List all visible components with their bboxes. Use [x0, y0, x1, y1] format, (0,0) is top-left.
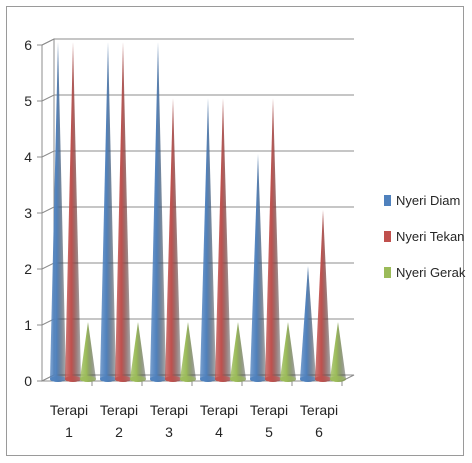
y-tick-label: 1 [24, 317, 32, 333]
x-category-label: Terapi 2 [100, 402, 138, 440]
cone-nyeri-diam [200, 98, 216, 382]
x-category-label: Terapi 1 [50, 402, 88, 440]
y-tick-label: 0 [24, 373, 32, 389]
cone-nyeri-diam [50, 42, 66, 382]
gridline [41, 94, 354, 102]
cone-nyeri-tekan [65, 42, 81, 382]
y-tick-label: 5 [24, 93, 32, 109]
x-category-label: Terapi 6 [300, 402, 338, 440]
cone-nyeri-tekan [265, 98, 281, 382]
gridline [41, 38, 354, 46]
cone-nyeri-gerak [80, 322, 96, 382]
cone-nyeri-tekan [215, 98, 231, 382]
legend-swatch [384, 195, 391, 206]
cone-nyeri-gerak [230, 322, 246, 382]
x-category-label: Terapi 3 [150, 402, 188, 440]
legend-swatch [384, 231, 391, 242]
x-category-label: Terapi 4 [200, 402, 238, 440]
cone-nyeri-gerak [180, 322, 196, 382]
gridline [41, 206, 354, 214]
y-tick-label: 4 [24, 149, 32, 165]
y-tick-label: 6 [24, 37, 32, 53]
x-category-label: Terapi 5 [250, 402, 288, 440]
cone-nyeri-diam [100, 42, 116, 382]
cone-nyeri-tekan [165, 98, 181, 382]
y-tick-label: 2 [24, 261, 32, 277]
cone-nyeri-diam [150, 42, 166, 382]
gridline [41, 150, 354, 158]
cone-nyeri-tekan [315, 210, 331, 382]
legend-swatch [384, 267, 391, 278]
y-tick-label: 3 [24, 205, 32, 221]
gridline [41, 262, 354, 270]
cone-nyeri-gerak [280, 322, 296, 382]
cone-nyeri-diam [250, 154, 266, 382]
cone-nyeri-tekan [115, 42, 131, 382]
cone-nyeri-gerak [130, 322, 146, 382]
legend-label: Nyeri Tekan [396, 229, 464, 244]
legend-label: Nyeri Diam [396, 193, 460, 208]
cone-nyeri-diam [300, 266, 316, 382]
legend-label: Nyeri Gerak [396, 265, 466, 280]
cone-nyeri-gerak [330, 322, 346, 382]
